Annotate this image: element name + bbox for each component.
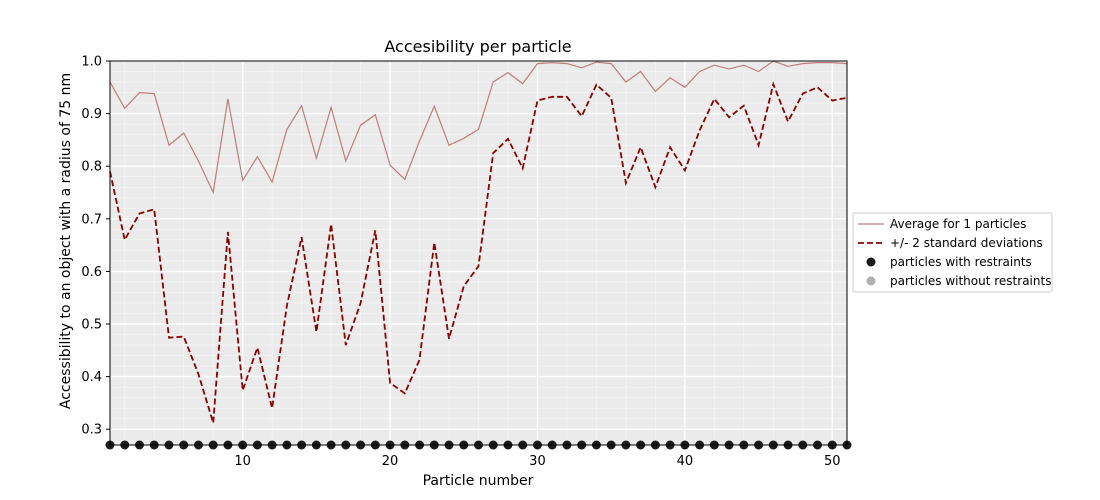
- chart-title: Accesibility per particle: [384, 37, 571, 56]
- y-tick-label: 0.8: [81, 160, 102, 175]
- y-axis-ticks: 0.3 0.4 0.5 0.6 0.7 0.8 0.9 1.0: [81, 55, 110, 438]
- y-tick-label: 0.4: [81, 370, 102, 385]
- series-line-stddev: [109, 81, 848, 424]
- x-tick-label: 30: [529, 454, 546, 469]
- legend-box: [852, 212, 1053, 293]
- y-tick-label: 0.3: [81, 423, 102, 438]
- series-line-average: [109, 60, 848, 195]
- y-tick-label: 0.5: [81, 318, 102, 333]
- legend-label: particles without restraints: [890, 274, 1051, 288]
- legend-label: particles with restraints: [890, 255, 1032, 269]
- x-tick-label: 50: [824, 454, 841, 469]
- plot-frame: [109, 60, 848, 446]
- legend: Average for 1 particles +/- 2 standard de…: [852, 212, 1053, 293]
- minor-grid: [110, 61, 847, 445]
- y-tick-label: 1.0: [81, 55, 102, 70]
- x-tick-label: 10: [234, 454, 251, 469]
- series-layer: [109, 60, 848, 424]
- y-tick-label: 0.6: [81, 265, 102, 280]
- x-axis-ticks: 10 20 30 40 50: [234, 445, 841, 469]
- legend-swatch-marker: [866, 257, 876, 267]
- legend-label: +/- 2 standard deviations: [890, 236, 1043, 250]
- y-tick-label: 0.9: [81, 107, 102, 122]
- x-tick-label: 20: [382, 454, 399, 469]
- legend-label: Average for 1 particles: [890, 217, 1026, 231]
- x-axis-label: Particle number: [423, 473, 534, 489]
- y-tick-label: 0.7: [81, 212, 102, 227]
- legend-swatch-marker: [866, 276, 876, 286]
- x-tick-label: 40: [677, 454, 694, 469]
- y-axis-label: Accessibility to an object with a radius…: [58, 73, 74, 409]
